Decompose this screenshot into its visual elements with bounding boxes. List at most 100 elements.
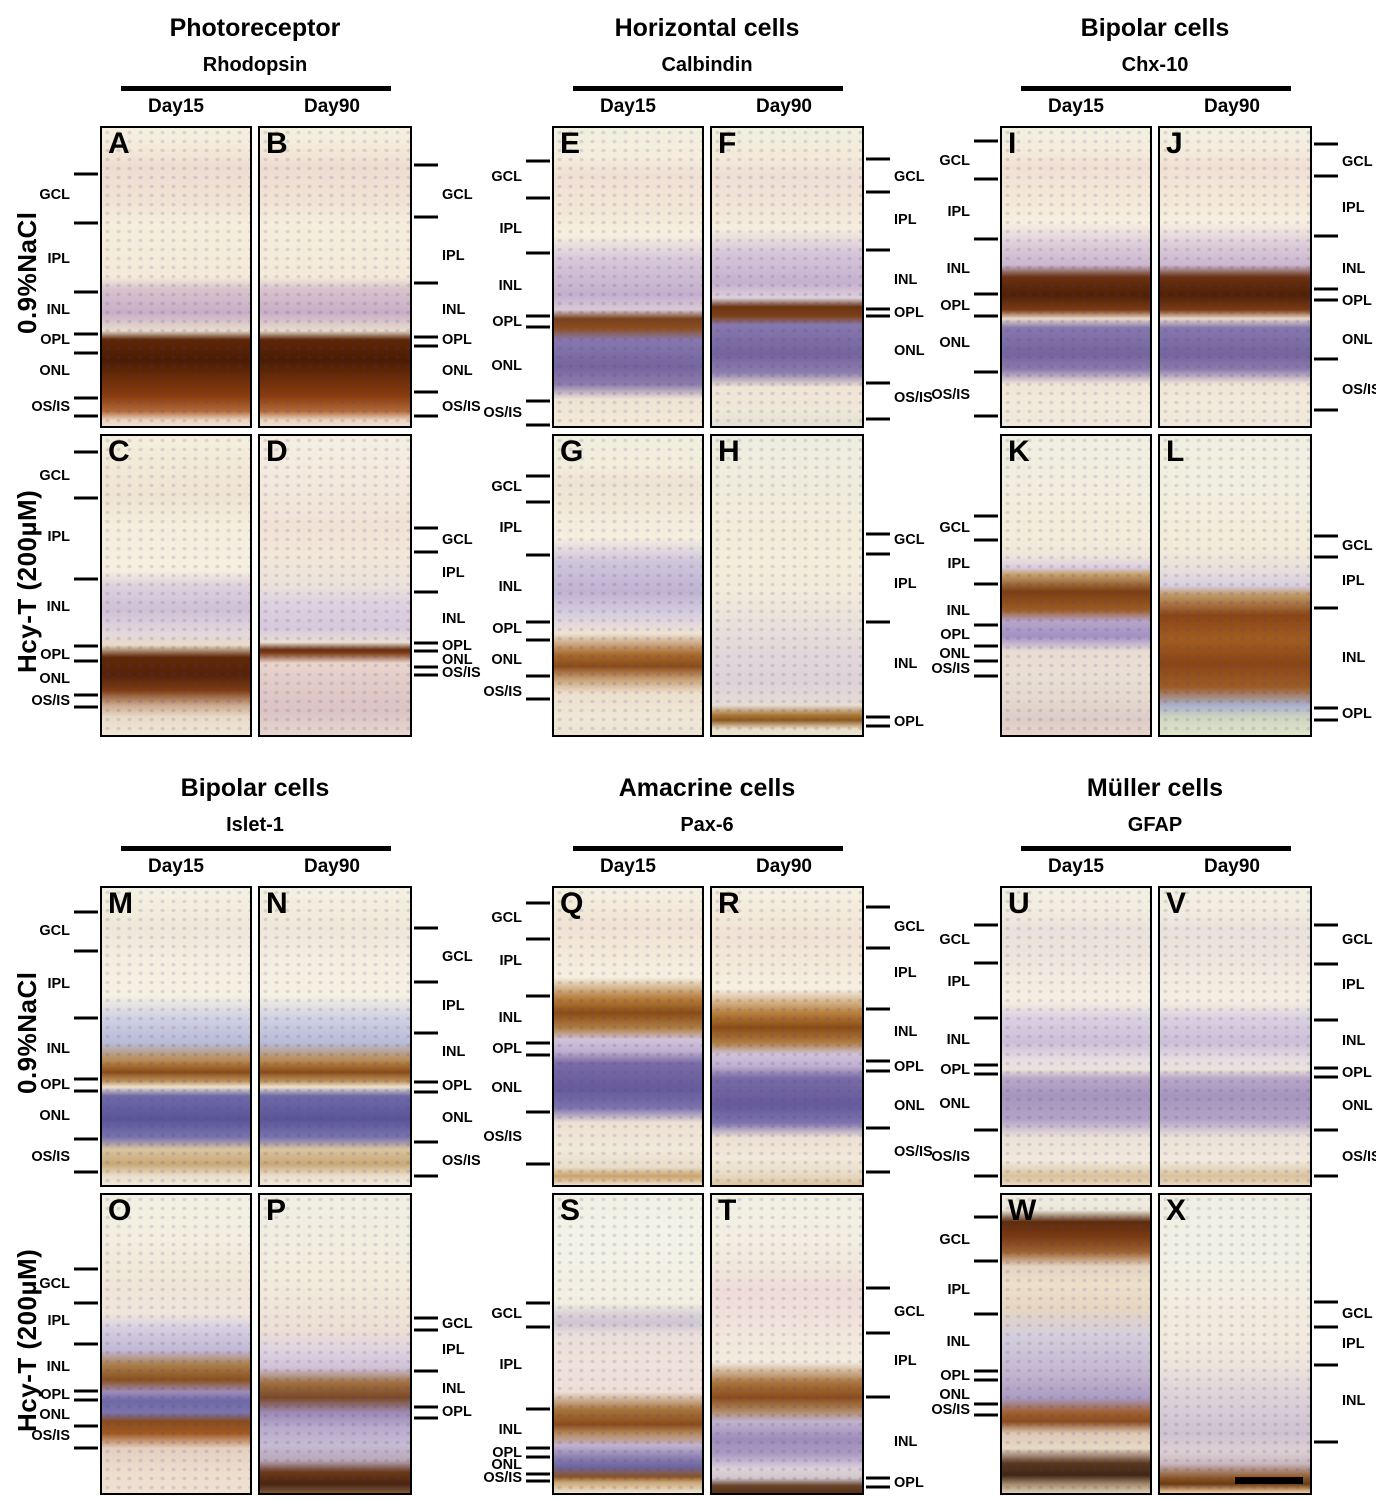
layer-tick xyxy=(74,1342,98,1346)
layer-tick xyxy=(526,423,550,427)
micrograph-panel-B: B xyxy=(258,126,412,428)
layer-label-opl: OPL xyxy=(1342,293,1372,310)
layer-label-os-is: OS/IS xyxy=(1342,382,1376,399)
layer-tick xyxy=(1314,1128,1338,1132)
layer-label-os-is: OS/IS xyxy=(442,665,481,682)
header-underline xyxy=(573,846,843,851)
layer-tick xyxy=(974,1413,998,1417)
layer-tick xyxy=(974,538,998,542)
layer-tick xyxy=(1314,1300,1338,1304)
layer-label-ipl: IPL xyxy=(442,565,465,582)
layer-tick xyxy=(974,1378,998,1382)
panel-row: GCL IPL INL OPL ONL OS/IS O P GCL IPL INL OPL xyxy=(31,1193,473,1495)
antibody-label: Islet-1 xyxy=(226,814,284,836)
layer-tick xyxy=(74,659,98,663)
layer-label-inl: INL xyxy=(498,278,522,295)
layer-label-os-is: OS/IS xyxy=(442,1153,481,1170)
panel-letter-A: A xyxy=(108,127,130,160)
group-islet-1: Bipolar cells Islet-1 Day15 Day90 GCL IPL INL O… xyxy=(31,770,481,1495)
layer-tick xyxy=(414,926,438,930)
layer-tick xyxy=(74,351,98,354)
layer-tick xyxy=(414,649,438,653)
day-labels-row: Day15 Day90 xyxy=(100,856,468,878)
panel-row: GCL IPL INL OPL ONL OS/IS S T GCL IPL INL OPL xyxy=(483,1193,925,1495)
layer-label-column: GCL IPL INL OPL ONL OS/IS xyxy=(864,886,933,1187)
layer-tick xyxy=(974,659,998,663)
layer-label-opl: OPL xyxy=(940,297,970,314)
layer-label-inl: INL xyxy=(46,302,70,319)
panel-letter-X: X xyxy=(1166,1194,1187,1227)
layer-label-opl: OPL xyxy=(894,305,924,322)
layer-tick xyxy=(74,1424,98,1428)
layer-tick xyxy=(1314,718,1338,722)
micrograph-panel-Q: Q xyxy=(552,886,704,1187)
layer-tick xyxy=(1314,357,1338,361)
panel-row: GCL IPL INL OPL ONL OS/IS W X GCL IPL INL xyxy=(931,1193,1373,1495)
layer-label-inl: INL xyxy=(946,261,970,278)
layer-tick xyxy=(974,1016,998,1020)
layer-tick xyxy=(1314,923,1338,927)
layer-tick xyxy=(74,450,98,454)
layer-label-os-is: OS/IS xyxy=(31,1428,70,1445)
panel-letter-B: B xyxy=(266,127,288,160)
layer-tick xyxy=(974,414,998,418)
layer-tick xyxy=(526,674,550,678)
micrograph-panel-E: E xyxy=(552,126,704,428)
layer-label-onl: ONL xyxy=(939,1096,970,1113)
panel-row: GCL IPL INL OPL ONL OS/IS I J GCL IPL INL OPL ONL OS/… xyxy=(931,126,1376,428)
layer-label-gcl: GCL xyxy=(1342,154,1373,171)
layer-label-gcl: GCL xyxy=(1342,538,1373,555)
micrograph-panel-J: J xyxy=(1158,126,1312,428)
panel-letter-W: W xyxy=(1008,1194,1037,1227)
group-header: Bipolar cells Chx-10 Day15 Day90 xyxy=(942,14,1368,126)
layer-label-gcl: GCL xyxy=(939,519,970,536)
layer-tick xyxy=(74,644,98,648)
layer-label-ipl: IPL xyxy=(1342,1336,1365,1352)
layer-tick xyxy=(526,620,550,624)
micrograph-panel-U: U xyxy=(1000,886,1152,1187)
layer-tick xyxy=(974,961,998,965)
layer-label-gcl: GCL xyxy=(39,468,70,485)
layer-label-inl: INL xyxy=(442,1043,466,1060)
layer-label-ipl: IPL xyxy=(442,998,465,1015)
layer-tick xyxy=(414,344,438,348)
layer-label-os-is: OS/IS xyxy=(31,1148,70,1165)
layer-label-inl: INL xyxy=(442,302,466,319)
layer-label-column: GCL IPL INL OPL ONL OS/IS xyxy=(31,1193,100,1495)
layer-label-os-is: OS/IS xyxy=(483,1129,522,1146)
layer-label-column: GCL IPL INL OPL ONL OS/IS xyxy=(31,126,100,428)
layer-label-opl: OPL xyxy=(492,314,522,331)
panel-letter-K: K xyxy=(1008,435,1030,468)
layer-label-ipl: IPL xyxy=(499,953,522,970)
layer-label-column: GCL IPL INL OPL ONL OS/IS xyxy=(931,434,1000,737)
layer-label-gcl: GCL xyxy=(894,918,925,935)
layer-label-onl: ONL xyxy=(442,651,473,668)
layer-tick xyxy=(974,1072,998,1076)
layer-label-ipl: IPL xyxy=(442,247,465,264)
layer-label-column: GCL IPL INL OPL xyxy=(1312,434,1373,737)
layer-label-onl: ONL xyxy=(894,342,925,359)
layer-tick xyxy=(1314,1440,1338,1444)
layer-tick xyxy=(74,1016,98,1020)
layer-label-gcl: GCL xyxy=(894,532,925,549)
layer-tick xyxy=(526,399,550,403)
layer-label-column: GCL IPL INL xyxy=(1312,1193,1373,1495)
layer-tick xyxy=(74,332,98,336)
panel-letter-P: P xyxy=(266,1194,287,1227)
panel-row: GCL IPL INL OPL ONL OS/IS Q R GCL IPL INL OPL ONL OS/… xyxy=(483,886,933,1187)
layer-label-onl: ONL xyxy=(491,1079,522,1096)
layer-label-opl: OPL xyxy=(1342,706,1372,723)
panel-letter-D: D xyxy=(266,435,288,468)
micrograph-panel-K: K xyxy=(1000,434,1152,737)
group-chx-10: Bipolar cells Chx-10 Day15 Day90 GCL IPL INL OP… xyxy=(931,10,1376,737)
layer-tick xyxy=(414,1416,438,1420)
panel-row: GCL IPL INL OPL ONL OS/IS E F GCL IPL INL OPL ONL OS/… xyxy=(483,126,933,428)
layer-tick xyxy=(1314,962,1338,966)
layer-tick xyxy=(414,163,438,167)
layer-label-os-is: OS/IS xyxy=(442,398,481,415)
layer-label-opl: OPL xyxy=(40,332,70,349)
layer-label-column: GCL IPL INL OPL ONL OS/IS xyxy=(483,126,552,428)
panel-row: GCL IPL INL OPL ONL OS/IS G H GCL IPL INL OPL xyxy=(483,434,925,737)
day-label: Day15 xyxy=(600,96,656,117)
layer-tick xyxy=(526,1162,550,1166)
